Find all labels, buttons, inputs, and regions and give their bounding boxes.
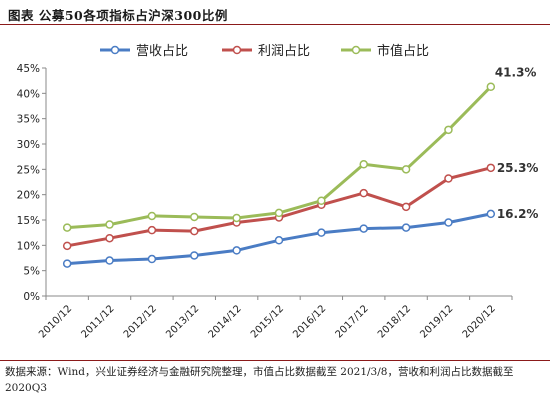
y-tick-label: 15% [17,215,40,227]
y-tick-label: 30% [17,139,40,151]
data-point [486,209,496,219]
source-note: 数据来源：Wind，兴业证券经济与金融研究院整理，市值占比数据截至 2021/3… [5,366,514,394]
x-tick-label: 2019/12 [418,303,455,340]
data-point [62,259,72,268]
data-point [317,228,326,237]
legend-label: 市值占比 [377,43,429,59]
x-tick-label: 2020/12 [461,303,498,340]
data-point [147,211,157,221]
y-tick-label: 40% [17,88,40,100]
line-chart: 0% 5% 10% 15% 20% 25% 30% 35% 40% 45% 2010/12 2011/… [17,43,539,340]
x-tick-label: 2015/12 [249,303,286,340]
series-line [65,85,493,230]
data-point [62,223,72,232]
y-tick-label: 25% [17,164,40,176]
x-tick-label: 2017/12 [334,303,371,340]
data-point [359,188,368,198]
data-point [444,218,453,227]
data-point [401,165,411,174]
data-point [232,246,241,255]
legend-label: 营收占比 [136,44,188,59]
data-point [444,174,453,183]
legend-swatch-marker [110,45,120,55]
figure-title: 图表 公募50各项指标占沪深300比例 [8,8,228,23]
data-point [317,196,326,205]
x-tick-label: 2011/12 [79,303,116,340]
title-divider [0,24,550,25]
data-point [444,125,453,135]
data-point [274,208,284,218]
data-point [105,220,114,229]
x-tick-label: 2018/12 [376,303,413,340]
data-point [232,213,241,223]
data-point [486,82,496,91]
x-tick-label: 2012/12 [122,303,159,340]
series-line [65,166,493,248]
x-tick-label: 2016/12 [291,303,328,340]
x-tick-label: 2014/12 [207,303,244,340]
legend-swatch-marker [351,45,361,55]
data-point [486,163,496,173]
x-tick-label: 2013/12 [164,303,201,340]
data-point [359,160,368,169]
data-label: 25.3% [497,161,539,175]
y-tick-label: 45% [17,63,40,75]
data-point [190,251,199,260]
data-point [359,224,368,233]
data-point [190,212,199,222]
y-tick-label: 10% [17,240,40,252]
data-point [105,233,114,243]
legend-label: 利润占比 [258,44,310,59]
data-point [401,202,411,212]
y-tick-label: 0% [23,291,40,303]
y-tick-label: 35% [17,114,40,126]
y-tick-label: 5% [23,266,40,278]
data-point [190,226,199,236]
data-point [62,241,72,251]
y-tick-label: 20% [17,190,40,202]
source-divider [0,360,550,361]
data-label: 41.3% [495,66,537,80]
x-tick-label: 2010/12 [37,303,74,340]
data-point [274,236,284,245]
data-point [147,254,157,264]
data-point [147,225,157,235]
data-point [401,223,411,232]
data-label: 16.2% [497,207,539,221]
data-point [105,256,114,265]
legend-swatch-marker [232,45,242,55]
